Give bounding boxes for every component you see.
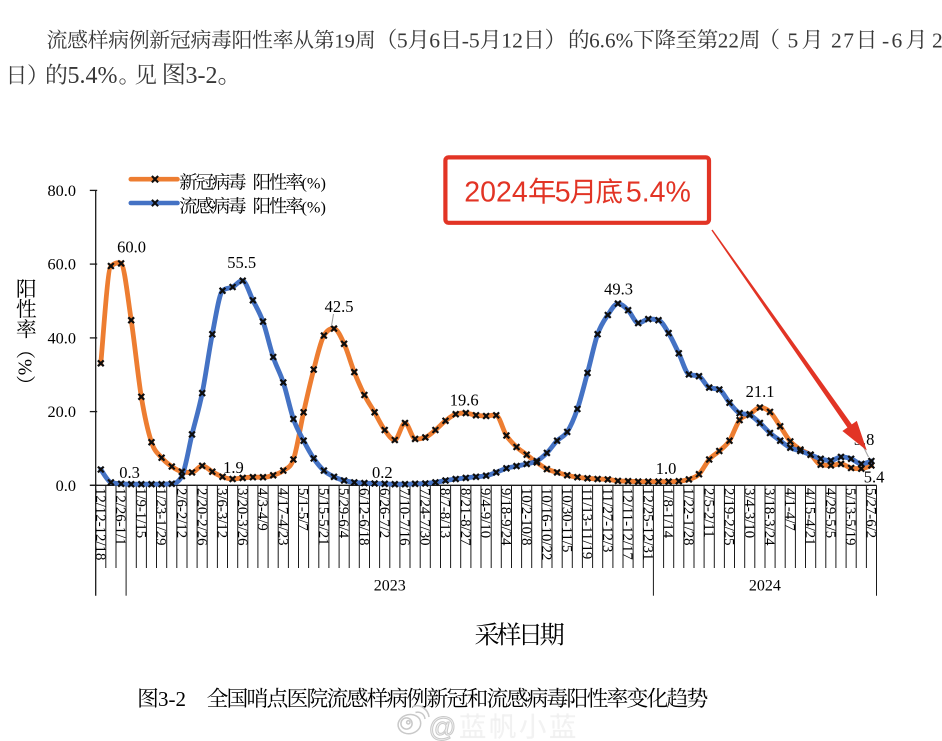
svg-text:12/11-12/17: 12/11-12/17 [619, 488, 635, 560]
svg-text:4/15-4/21: 4/15-4/21 [802, 488, 818, 546]
svg-text:0.3: 0.3 [119, 463, 140, 482]
svg-text:3-2: 3-2 [158, 687, 186, 711]
svg-text:21.1: 21.1 [746, 382, 775, 401]
svg-text:42.5: 42.5 [325, 297, 354, 316]
svg-text:(%): (%) [302, 197, 326, 216]
svg-text:-5: -5 [462, 28, 480, 52]
svg-text:2/19-2/25: 2/19-2/25 [721, 488, 737, 546]
svg-text:5/27-6/2: 5/27-6/2 [863, 488, 879, 538]
svg-text:20.0: 20.0 [48, 402, 77, 421]
svg-text:6.6%: 6.6% [589, 28, 633, 52]
svg-text:1/23-1/29: 1/23-1/29 [153, 488, 169, 546]
svg-text:60.0: 60.0 [48, 255, 77, 274]
svg-text:55.5: 55.5 [227, 253, 256, 272]
svg-text:12/12-12/18: 12/12-12/18 [92, 488, 108, 560]
svg-text:49.3: 49.3 [604, 280, 633, 299]
svg-text:6/12-6/18: 6/12-6/18 [356, 488, 372, 546]
svg-text:10/30-11/5: 10/30-11/5 [558, 488, 574, 552]
svg-text:5: 5 [397, 28, 408, 52]
svg-text:5/15-5/21: 5/15-5/21 [315, 488, 331, 546]
svg-text:9/4-9/10: 9/4-9/10 [477, 488, 493, 538]
svg-text:2/20-2/26: 2/20-2/26 [193, 488, 209, 546]
svg-text:5/13-5/19: 5/13-5/19 [842, 488, 858, 546]
svg-text:10/2-10/8: 10/2-10/8 [518, 488, 534, 546]
svg-text:12/25-12/31: 12/25-12/31 [639, 488, 655, 560]
svg-text:5: 5 [555, 177, 571, 209]
svg-text:3/4-3/10: 3/4-3/10 [741, 488, 757, 538]
svg-text:2/5-2/11: 2/5-2/11 [700, 488, 716, 538]
svg-text:27: 27 [831, 28, 854, 52]
svg-text:4/29-5/5: 4/29-5/5 [822, 488, 838, 538]
svg-text:@: @ [429, 712, 457, 741]
svg-text:4/3-4/9: 4/3-4/9 [254, 488, 270, 531]
svg-text:1.0: 1.0 [656, 459, 677, 478]
svg-text:12: 12 [501, 28, 523, 52]
svg-text:12/26-1/1: 12/26-1/1 [112, 488, 128, 546]
svg-text:5/29-6/4: 5/29-6/4 [335, 488, 351, 539]
svg-text:1.9: 1.9 [223, 458, 244, 477]
svg-text:1/8-1/14: 1/8-1/14 [660, 488, 676, 539]
svg-text:80.0: 80.0 [48, 181, 77, 200]
svg-text:2/6-2/12: 2/6-2/12 [173, 488, 189, 538]
svg-text:3/20-3/26: 3/20-3/26 [234, 488, 250, 546]
svg-text:3/18-3/24: 3/18-3/24 [761, 488, 777, 546]
svg-text:7/10-7/16: 7/10-7/16 [396, 488, 412, 546]
svg-text:19: 19 [334, 30, 355, 52]
svg-text:10/16-10/22: 10/16-10/22 [538, 488, 554, 560]
svg-text:2: 2 [932, 28, 942, 52]
svg-text:19.6: 19.6 [450, 390, 479, 409]
svg-text:%: % [13, 359, 34, 375]
svg-text:2024: 2024 [464, 177, 528, 209]
svg-text:0.2: 0.2 [372, 463, 393, 482]
svg-text:3/6-3/12: 3/6-3/12 [214, 488, 230, 538]
svg-text:3-2: 3-2 [186, 63, 218, 89]
svg-text:6: 6 [429, 28, 440, 52]
svg-text:4/17-4/23: 4/17-4/23 [274, 488, 290, 546]
svg-text:4/1-4/7: 4/1-4/7 [781, 488, 797, 531]
svg-text:9/18-9/24: 9/18-9/24 [498, 488, 514, 546]
svg-text:5/1-5/7: 5/1-5/7 [295, 488, 311, 531]
svg-text:5: 5 [788, 28, 799, 52]
svg-text:8/7-8/13: 8/7-8/13 [437, 488, 453, 538]
svg-text:7/24-7/30: 7/24-7/30 [416, 488, 432, 546]
svg-text:6/26-7/2: 6/26-7/2 [376, 488, 392, 538]
svg-text:-: - [882, 28, 889, 52]
svg-text:1/22-1/28: 1/22-1/28 [680, 488, 696, 546]
svg-text:5.4%: 5.4% [618, 177, 691, 209]
svg-text:60.0: 60.0 [117, 237, 146, 256]
svg-text:5.4%: 5.4% [68, 63, 118, 89]
svg-text:0.0: 0.0 [56, 476, 76, 495]
svg-text:22: 22 [718, 28, 739, 52]
svg-text:11/13-11/19: 11/13-11/19 [579, 488, 595, 559]
svg-text:1/9-1/15: 1/9-1/15 [132, 488, 148, 538]
svg-text:6: 6 [892, 28, 903, 52]
svg-text:5.4: 5.4 [864, 467, 885, 486]
svg-text:40.0: 40.0 [48, 328, 77, 347]
svg-text:11/27-12/3: 11/27-12/3 [599, 488, 615, 552]
svg-text:(%): (%) [302, 174, 326, 193]
svg-text:8/21-8/27: 8/21-8/27 [457, 488, 473, 546]
svg-text:2023: 2023 [374, 578, 406, 595]
svg-text:2024: 2024 [749, 578, 781, 595]
